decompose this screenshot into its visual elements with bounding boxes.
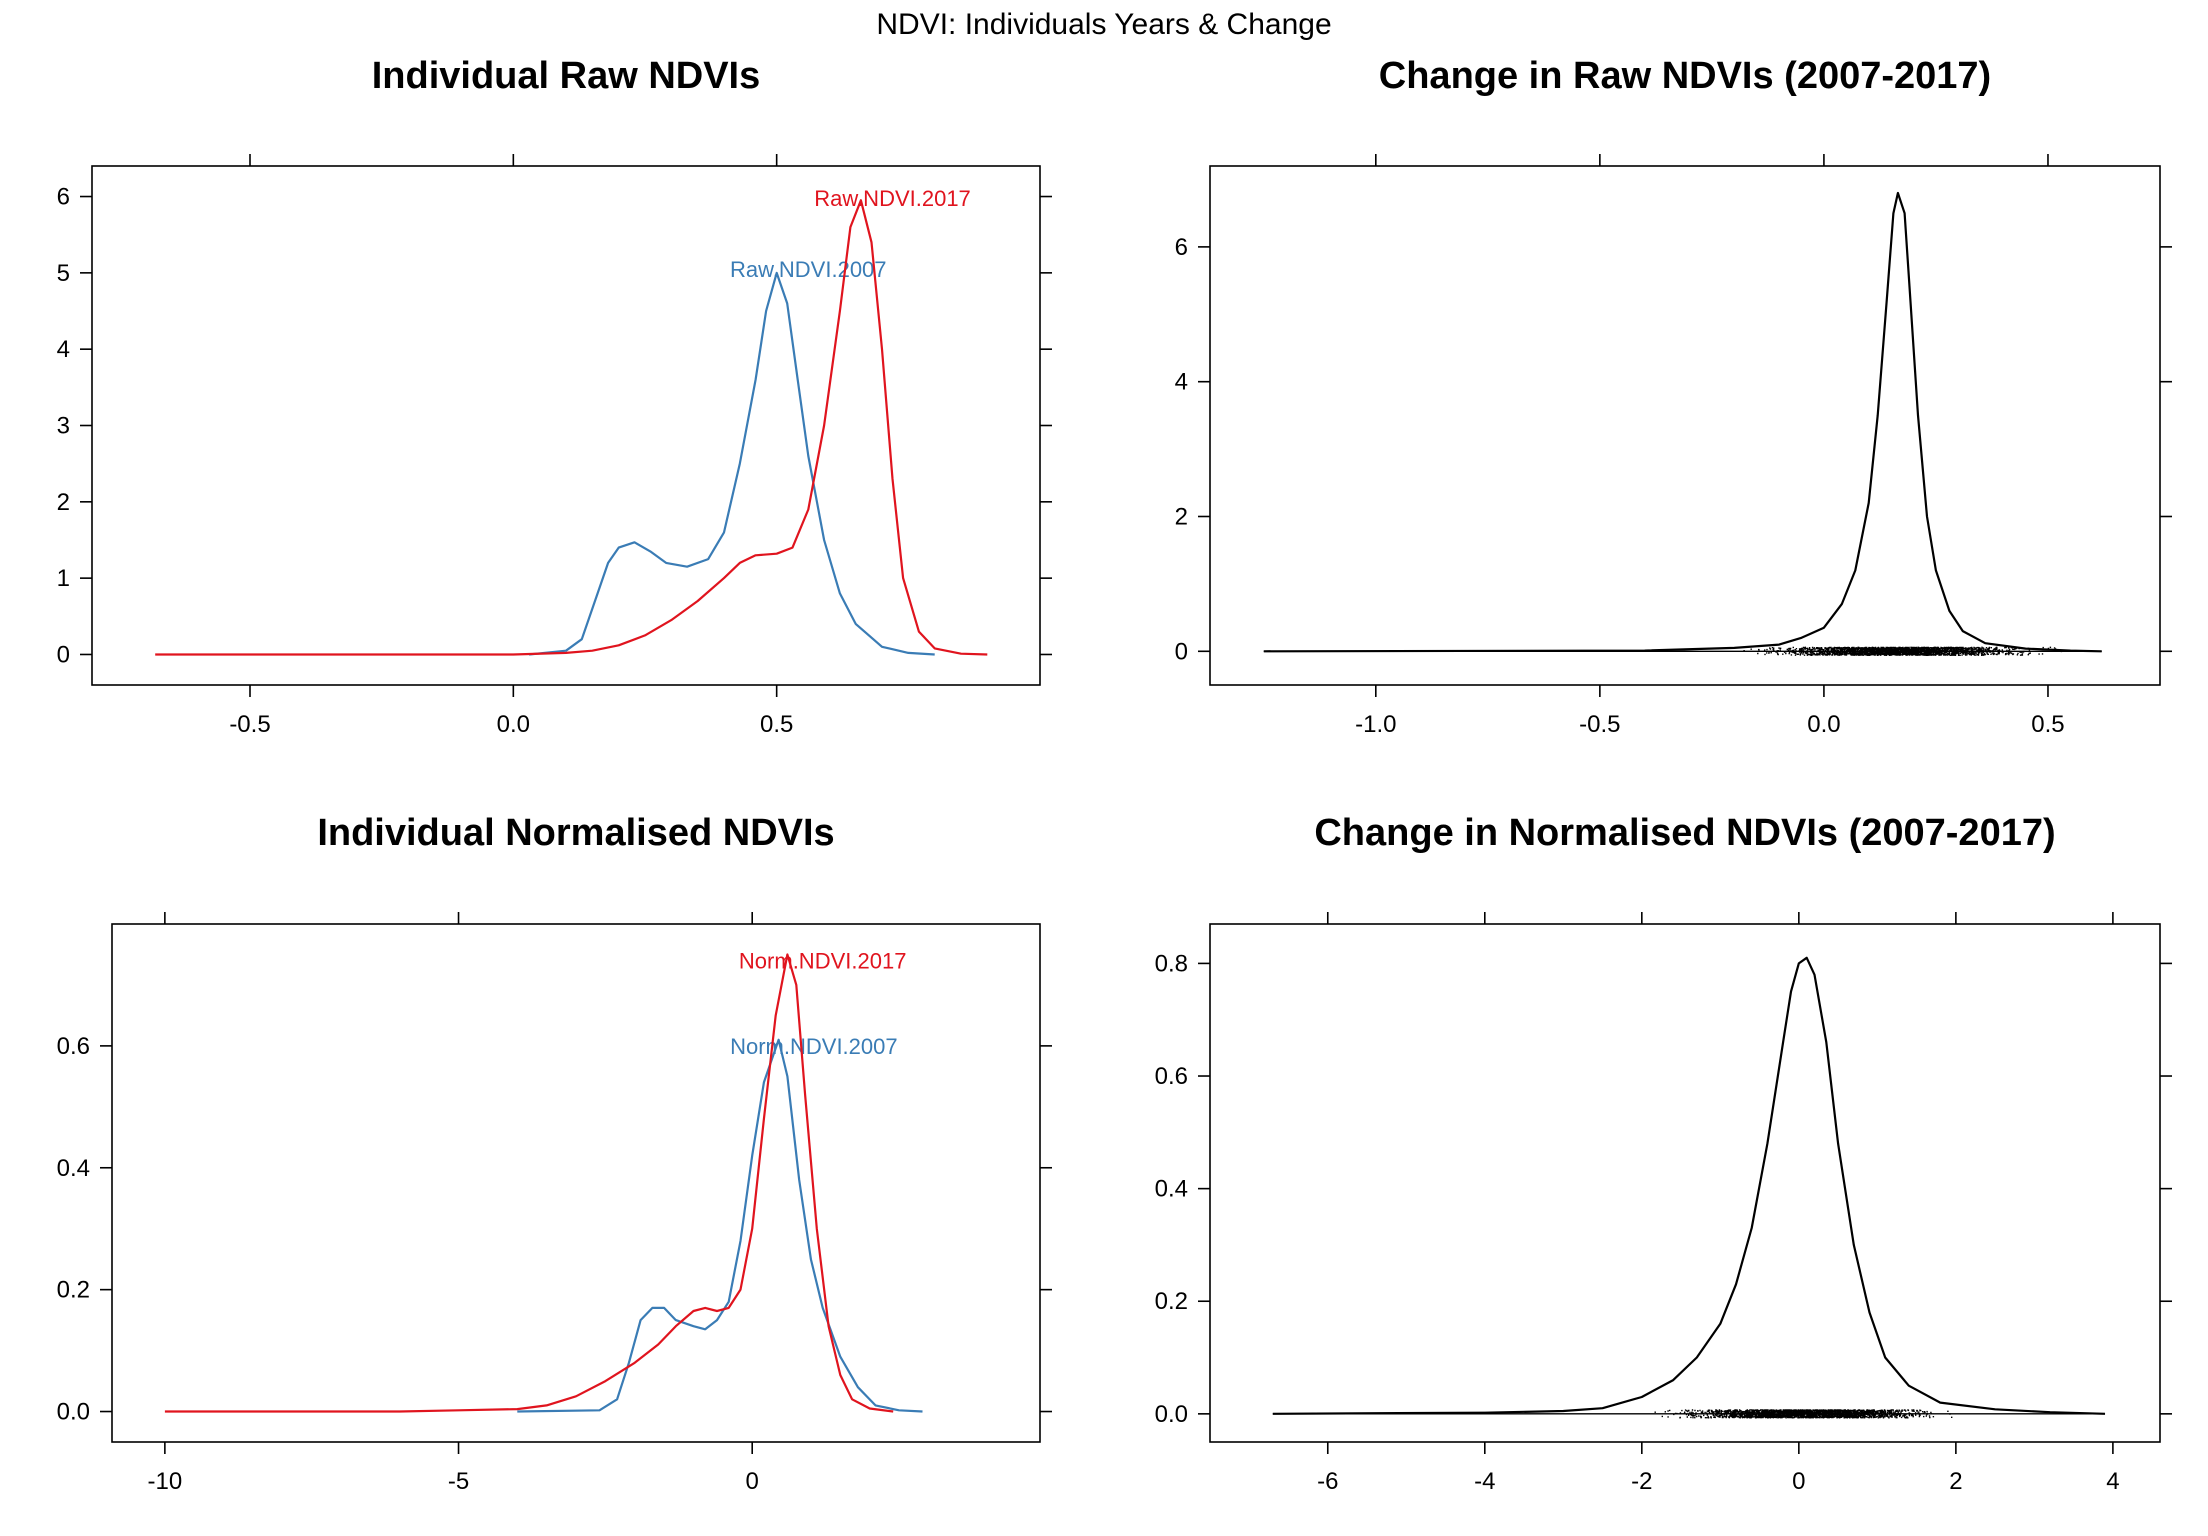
x-tick-label: -5 bbox=[448, 1468, 469, 1495]
panel-title: Individual Raw NDVIs bbox=[372, 55, 761, 97]
x-tick-label: 0.0 bbox=[497, 711, 530, 738]
x-tick-label: 4 bbox=[2106, 1468, 2119, 1495]
panel-title: Individual Normalised NDVIs bbox=[317, 812, 834, 854]
panel-title: Change in Raw NDVIs (2007-2017) bbox=[1379, 55, 1991, 97]
x-tick-label: -0.5 bbox=[1579, 711, 1620, 738]
rug-ticks bbox=[1654, 1409, 1953, 1419]
y-tick-label: 0 bbox=[57, 641, 70, 668]
y-tick-label: 6 bbox=[57, 184, 70, 211]
x-tick-label: 0.5 bbox=[760, 711, 793, 738]
x-tick-label: 0 bbox=[1792, 1468, 1805, 1495]
x-tick-label: -1.0 bbox=[1355, 711, 1396, 738]
rug-ticks bbox=[1743, 646, 2063, 656]
chart-panel-2: Change in Raw NDVIs (2007-2017) -1.0 -0.5 0… bbox=[1175, 55, 2172, 738]
x-tick-label: 0.0 bbox=[1807, 711, 1840, 738]
y-tick-label: 5 bbox=[57, 260, 70, 287]
density-line bbox=[1263, 191, 2102, 653]
panel-title: Change in Normalised NDVIs (2007-2017) bbox=[1314, 812, 2055, 854]
density-line bbox=[528, 271, 935, 656]
y-tick-label: 2 bbox=[1175, 503, 1188, 530]
x-tick-label: 0 bbox=[746, 1468, 759, 1495]
chart-panel-4: Change in Normalised NDVIs (2007-2017) -6… bbox=[1155, 812, 2172, 1495]
plot-frame bbox=[91, 165, 1041, 686]
y-tick-label: 0.0 bbox=[1155, 1401, 1188, 1428]
plot-frame bbox=[111, 923, 1041, 1443]
y-tick-label: 0.2 bbox=[57, 1277, 90, 1304]
y-tick-label: 0.6 bbox=[1155, 1063, 1188, 1090]
y-tick-label: 0.0 bbox=[57, 1399, 90, 1426]
plot-frame bbox=[1209, 165, 2161, 686]
x-tick-label: -10 bbox=[148, 1468, 183, 1495]
y-tick-label: 0.2 bbox=[1155, 1288, 1188, 1315]
chart-panel-1: Individual Raw NDVIs -0.5 0.0 0.5 0 1 2 3 4 5 6 Raw… bbox=[57, 55, 1052, 738]
y-tick-label: 6 bbox=[1175, 234, 1188, 261]
x-tick-label: -4 bbox=[1474, 1468, 1495, 1495]
series-label: Raw.NDVI.2017 bbox=[814, 186, 971, 211]
y-tick-label: 0.8 bbox=[1155, 950, 1188, 977]
y-tick-label: 2 bbox=[57, 489, 70, 516]
x-tick-label: 2 bbox=[1949, 1468, 1962, 1495]
y-tick-label: 1 bbox=[57, 565, 70, 592]
figure-title: NDVI: Individuals Years & Change bbox=[876, 8, 1331, 41]
chart-panel-3: Individual Normalised NDVIs -10 -5 0 0.0 0.2 0… bbox=[57, 812, 1052, 1495]
y-tick-label: 0.6 bbox=[57, 1033, 90, 1060]
plot-frame bbox=[1209, 923, 2161, 1443]
y-tick-label: 0.4 bbox=[57, 1155, 90, 1182]
series-label: Norm.NDVI.2017 bbox=[739, 949, 907, 974]
x-tick-label: -6 bbox=[1317, 1468, 1338, 1495]
y-tick-label: 3 bbox=[57, 413, 70, 440]
x-tick-label: -2 bbox=[1631, 1468, 1652, 1495]
density-line bbox=[155, 199, 988, 656]
series-label: Norm.NDVI.2007 bbox=[730, 1034, 898, 1059]
density-line bbox=[164, 953, 894, 1413]
y-tick-label: 4 bbox=[1175, 369, 1188, 396]
x-tick-label: 0.5 bbox=[2031, 711, 2064, 738]
x-tick-label: -0.5 bbox=[229, 711, 270, 738]
y-tick-label: 0 bbox=[1175, 638, 1188, 665]
y-tick-label: 0.4 bbox=[1155, 1176, 1188, 1203]
density-line bbox=[517, 1038, 923, 1413]
chart-panels: Individual Raw NDVIs -0.5 0.0 0.5 0 1 2 3 4 5 6 Raw… bbox=[57, 55, 2172, 1495]
density-line bbox=[1272, 956, 2106, 1415]
y-tick-label: 4 bbox=[57, 336, 70, 363]
series-label: Raw.NDVI.2007 bbox=[730, 257, 887, 282]
